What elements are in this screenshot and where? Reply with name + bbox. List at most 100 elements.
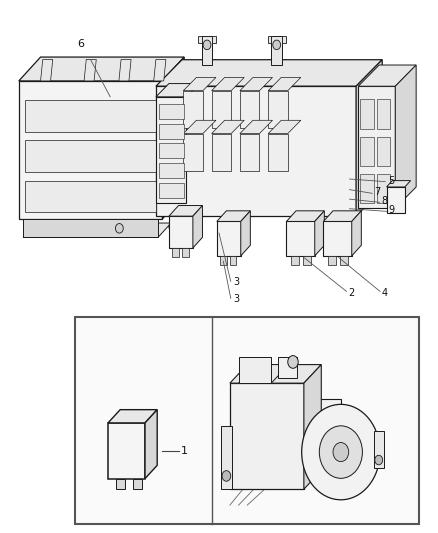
Polygon shape	[212, 36, 216, 43]
Circle shape	[203, 40, 211, 50]
Polygon shape	[230, 365, 321, 383]
Polygon shape	[212, 120, 244, 134]
Polygon shape	[387, 187, 405, 214]
Polygon shape	[184, 134, 203, 171]
Polygon shape	[145, 410, 157, 479]
Polygon shape	[156, 60, 382, 86]
Polygon shape	[360, 174, 374, 203]
Polygon shape	[304, 365, 321, 489]
Polygon shape	[240, 134, 259, 171]
Polygon shape	[159, 183, 184, 198]
Polygon shape	[212, 77, 244, 91]
Polygon shape	[159, 163, 184, 178]
Polygon shape	[268, 120, 301, 134]
Polygon shape	[217, 221, 241, 256]
Circle shape	[302, 405, 380, 500]
Polygon shape	[278, 357, 297, 378]
Polygon shape	[156, 97, 186, 203]
Polygon shape	[286, 221, 315, 256]
Polygon shape	[360, 100, 374, 128]
Polygon shape	[217, 211, 251, 221]
Text: 9: 9	[389, 205, 395, 215]
Polygon shape	[23, 223, 171, 237]
Polygon shape	[84, 60, 96, 81]
Polygon shape	[212, 91, 231, 128]
Polygon shape	[193, 206, 202, 248]
Polygon shape	[377, 100, 390, 128]
Text: 3: 3	[233, 277, 240, 287]
Polygon shape	[23, 219, 158, 237]
Polygon shape	[182, 248, 188, 257]
Circle shape	[222, 471, 231, 481]
Polygon shape	[19, 81, 162, 219]
Circle shape	[375, 455, 383, 465]
Polygon shape	[352, 211, 361, 256]
Text: 5: 5	[388, 175, 394, 185]
Polygon shape	[201, 36, 212, 65]
Polygon shape	[184, 77, 216, 91]
Text: 8: 8	[382, 196, 388, 206]
Circle shape	[319, 426, 362, 478]
Polygon shape	[360, 136, 374, 166]
Polygon shape	[241, 211, 251, 256]
Polygon shape	[240, 77, 272, 91]
Circle shape	[288, 356, 298, 368]
Text: 7: 7	[374, 187, 381, 197]
Polygon shape	[19, 57, 184, 81]
Polygon shape	[240, 91, 259, 128]
Polygon shape	[377, 174, 390, 203]
Polygon shape	[374, 431, 385, 468]
Polygon shape	[291, 256, 299, 265]
Polygon shape	[162, 57, 184, 219]
Polygon shape	[184, 120, 216, 134]
Polygon shape	[286, 211, 324, 221]
Text: 4: 4	[381, 288, 388, 298]
Polygon shape	[159, 104, 184, 119]
Text: 6: 6	[78, 39, 85, 49]
Polygon shape	[25, 100, 156, 132]
Polygon shape	[184, 91, 203, 128]
Polygon shape	[304, 399, 341, 473]
Polygon shape	[119, 60, 131, 81]
Polygon shape	[154, 60, 166, 81]
Polygon shape	[41, 60, 53, 81]
Polygon shape	[239, 365, 289, 383]
Polygon shape	[240, 120, 272, 134]
Polygon shape	[303, 256, 311, 265]
Circle shape	[333, 442, 349, 462]
Polygon shape	[212, 134, 231, 171]
Text: 3: 3	[233, 294, 240, 304]
Polygon shape	[169, 216, 193, 248]
Polygon shape	[133, 479, 142, 489]
Text: 2: 2	[348, 288, 354, 298]
Polygon shape	[358, 65, 416, 86]
Polygon shape	[108, 423, 145, 479]
Polygon shape	[268, 77, 301, 91]
Polygon shape	[108, 410, 157, 423]
Polygon shape	[395, 65, 416, 208]
Polygon shape	[268, 134, 288, 171]
Polygon shape	[169, 206, 202, 216]
Circle shape	[273, 40, 281, 50]
Polygon shape	[75, 317, 419, 523]
Polygon shape	[173, 248, 179, 257]
Polygon shape	[159, 124, 184, 139]
Polygon shape	[220, 256, 227, 265]
Polygon shape	[156, 86, 356, 216]
Polygon shape	[239, 357, 271, 383]
Polygon shape	[282, 36, 286, 43]
Circle shape	[169, 221, 178, 232]
Polygon shape	[230, 256, 237, 265]
Polygon shape	[230, 383, 304, 489]
Polygon shape	[340, 256, 348, 265]
Polygon shape	[328, 256, 336, 265]
Polygon shape	[323, 211, 361, 221]
Polygon shape	[358, 86, 395, 208]
Polygon shape	[268, 91, 288, 128]
Polygon shape	[25, 181, 156, 213]
Polygon shape	[377, 136, 390, 166]
Polygon shape	[315, 211, 324, 256]
Circle shape	[116, 223, 123, 233]
Polygon shape	[116, 479, 124, 489]
Polygon shape	[387, 181, 410, 187]
